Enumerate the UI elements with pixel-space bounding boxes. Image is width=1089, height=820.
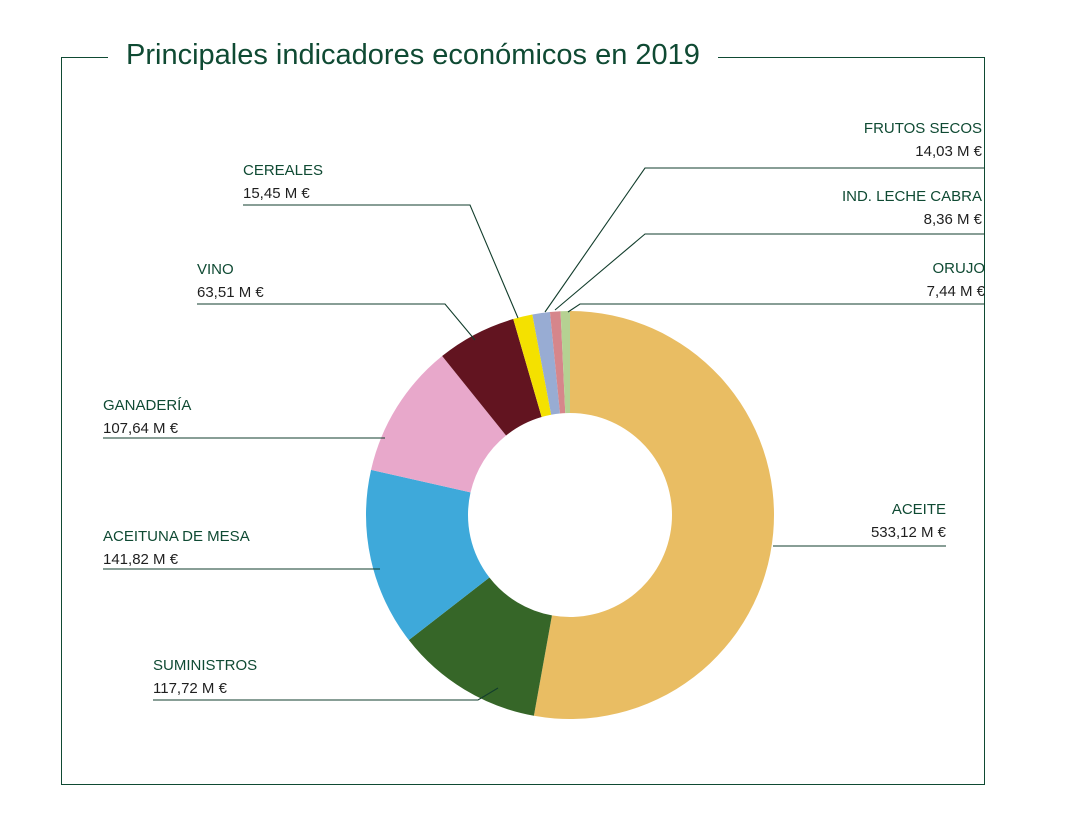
slice-aceite	[533, 311, 775, 719]
slice-value-orujo: 7,44 M €	[927, 283, 986, 300]
slice-value-aceite: 533,12 M €	[871, 524, 947, 541]
slice-label-aceite: ACEITE	[892, 501, 946, 518]
leader-line-orujo	[567, 303, 985, 313]
slice-group	[366, 311, 775, 719]
slice-label-cereales: CEREALES	[243, 162, 323, 179]
slice-aceituna-de-mesa	[366, 469, 490, 641]
slice-value-frutos-secos: 14,03 M €	[915, 143, 982, 160]
chart-title: Principales indicadores económicos en 20…	[108, 36, 718, 74]
slice-label-ind-leche-cabra: IND. LECHE CABRA	[842, 188, 982, 205]
leader-line-group	[103, 167, 985, 701]
slice-label-vino: VINO	[197, 261, 234, 278]
slice-label-frutos-secos: FRUTOS SECOS	[864, 120, 982, 137]
slice-vino	[442, 319, 542, 436]
slice-value-ind-leche-cabra: 8,36 M €	[924, 211, 983, 228]
slice-frutos-secos	[532, 311, 560, 415]
slice-value-vino: 63,51 M €	[197, 284, 264, 301]
slice-value-suministros: 117,72 M €	[153, 680, 228, 697]
slice-label-suministros: SUMINISTROS	[153, 657, 257, 674]
slice-label-ganaderia: GANADERÍA	[103, 397, 191, 414]
leader-line-cereales	[243, 204, 519, 319]
slice-cereales	[513, 314, 552, 418]
slice-value-aceituna-de-mesa: 141,82 M €	[103, 551, 179, 568]
slice-orujo	[560, 311, 570, 414]
slice-ganaderia	[371, 356, 507, 493]
leader-line-ind-leche-cabra	[554, 233, 985, 311]
slice-value-ganaderia: 107,64 M €	[103, 420, 179, 437]
slice-ind-leche-cabra	[549, 311, 566, 414]
slice-suministros	[408, 577, 552, 716]
slice-label-aceituna-de-mesa: ACEITUNA DE MESA	[103, 528, 250, 545]
leader-line-vino	[197, 303, 476, 341]
label-group: ACEITE 533,12 M € SUMINISTROS 117,72 M € ACE…	[103, 120, 986, 697]
leader-line-frutos-secos	[544, 167, 985, 313]
slice-value-cereales: 15,45 M €	[243, 185, 310, 202]
slice-label-orujo: ORUJO	[933, 260, 986, 277]
leader-line-suministros	[153, 687, 499, 701]
